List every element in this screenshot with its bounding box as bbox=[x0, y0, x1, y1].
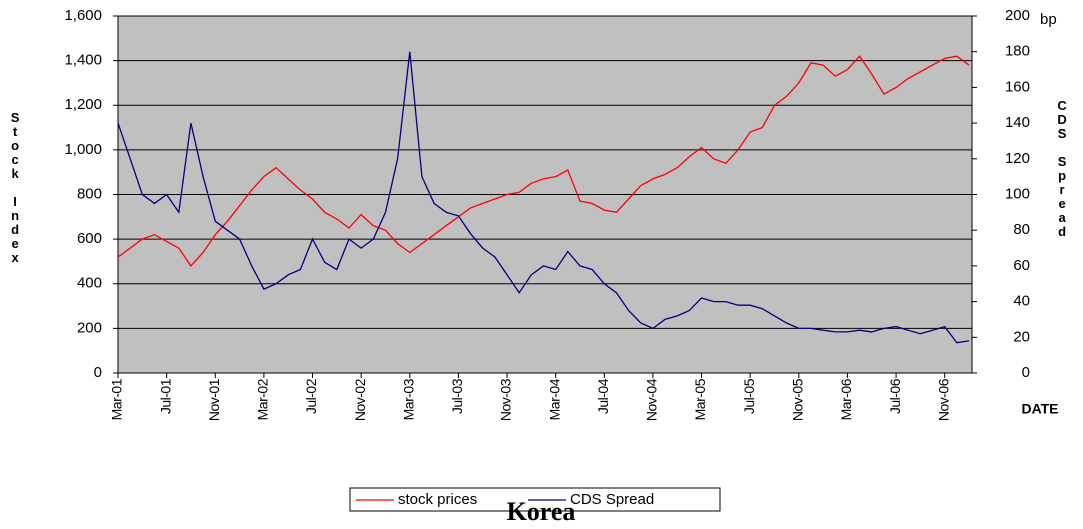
legend-label: CDS Spread bbox=[570, 491, 654, 508]
y2-tick-label: 100 bbox=[1005, 185, 1030, 202]
data-line bbox=[117, 51, 970, 344]
y2-tick-label: 120 bbox=[1005, 150, 1030, 167]
y-tick-label: 1,400 bbox=[64, 52, 102, 69]
y2-tick-label: 140 bbox=[1005, 114, 1030, 131]
y-tick-label: 200 bbox=[77, 319, 102, 336]
x-tick-label: Jul-06 bbox=[887, 378, 903, 414]
y-tick-label: 600 bbox=[77, 230, 102, 247]
y-tick-label: 1,000 bbox=[64, 141, 102, 158]
x-tick-label: Nov-04 bbox=[644, 378, 660, 421]
y2-tick-label: 0 bbox=[1022, 364, 1030, 381]
x-tick-label: Nov-06 bbox=[935, 378, 951, 421]
y-tick-label: 1,600 bbox=[64, 7, 102, 24]
y2-tick-label: 60 bbox=[1013, 257, 1030, 274]
y2-tick-label: 180 bbox=[1005, 43, 1030, 60]
x-tick-label: Mar-06 bbox=[838, 378, 854, 420]
y-tick-label: 400 bbox=[77, 275, 102, 292]
y2-tick-label: 200 bbox=[1005, 7, 1030, 24]
y2-unit: bp bbox=[1040, 11, 1057, 28]
x-tick-label: Jul-03 bbox=[449, 378, 465, 414]
x-tick-label: Nov-02 bbox=[352, 378, 368, 421]
x-tick-label: Jul-02 bbox=[303, 378, 319, 414]
y2-tick-label: 20 bbox=[1013, 328, 1030, 345]
y2-tick-label: 80 bbox=[1013, 221, 1030, 238]
data-line bbox=[117, 55, 970, 267]
x-axis-title: DATE bbox=[1021, 401, 1058, 417]
y2-axis-title: CDS Spread bbox=[1055, 98, 1070, 238]
y2-tick-label: 160 bbox=[1005, 78, 1030, 95]
x-tick-label: Mar-03 bbox=[400, 378, 416, 420]
y-tick-label: 1,200 bbox=[64, 96, 102, 113]
x-tick-label: Jul-05 bbox=[741, 378, 757, 414]
x-tick-label: Nov-01 bbox=[206, 378, 222, 421]
y-axis-title: Stock Index bbox=[8, 110, 23, 264]
x-tick-label: Nov-05 bbox=[790, 378, 806, 421]
x-tick-label: Mar-05 bbox=[692, 378, 708, 420]
x-tick-label: Mar-01 bbox=[109, 378, 125, 420]
y-tick-label: 800 bbox=[77, 185, 102, 202]
y2-tick-label: 40 bbox=[1013, 293, 1030, 310]
legend-label: stock prices bbox=[398, 491, 477, 508]
x-tick-label: Jul-04 bbox=[595, 378, 611, 414]
x-tick-label: Mar-02 bbox=[255, 378, 271, 420]
y-tick-label: 0 bbox=[94, 364, 102, 381]
x-tick-label: Nov-03 bbox=[498, 378, 514, 421]
x-tick-label: Mar-04 bbox=[546, 378, 562, 420]
chart-title: Korea bbox=[507, 497, 576, 526]
x-tick-label: Jul-01 bbox=[157, 378, 173, 414]
